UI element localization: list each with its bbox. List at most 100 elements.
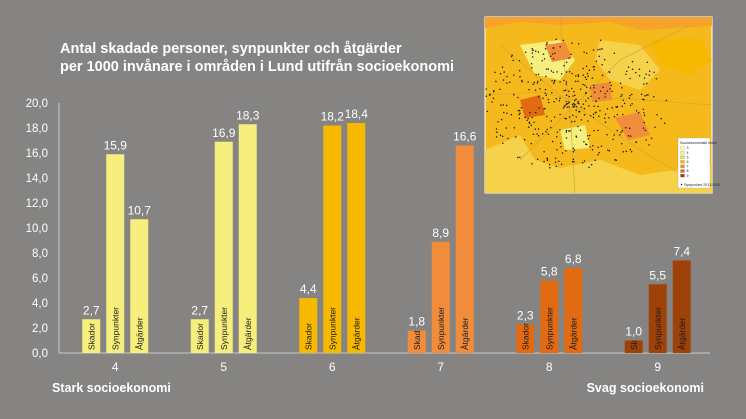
map-point	[549, 55, 552, 58]
map-point	[579, 88, 582, 90]
map-point	[589, 115, 592, 117]
map-point	[638, 74, 641, 77]
map-point	[650, 137, 653, 139]
map-legend-points-label: Synpunkter 2013-2019	[684, 183, 720, 187]
map-point	[642, 127, 645, 129]
map-point	[535, 74, 537, 76]
map-point	[660, 117, 662, 120]
map-point	[554, 52, 556, 54]
map-point	[544, 88, 547, 91]
bar-series-label: Synpunkter	[544, 307, 554, 350]
map-point	[518, 109, 521, 112]
map-point	[571, 72, 573, 75]
map-point	[531, 163, 533, 165]
map-point	[558, 160, 560, 162]
map-point	[665, 99, 668, 102]
map-point	[568, 101, 570, 103]
map-point	[559, 97, 561, 99]
map-point	[593, 105, 595, 107]
map-road	[499, 44, 701, 186]
map-points	[485, 38, 668, 169]
map-point	[626, 70, 628, 73]
map-point	[577, 80, 579, 83]
map-point	[642, 98, 644, 100]
map-point	[565, 137, 568, 139]
map-point	[533, 121, 535, 124]
map-point	[597, 154, 599, 156]
map-point	[628, 97, 631, 100]
map-point	[534, 50, 537, 52]
map-region	[590, 82, 612, 102]
map-legend-swatch	[680, 169, 685, 173]
bar-skador-5	[190, 319, 209, 353]
bar-åtgärder-4	[130, 219, 149, 353]
map-point	[629, 148, 632, 151]
map-point	[606, 108, 609, 110]
map-point	[587, 75, 589, 77]
map-point	[611, 107, 613, 109]
map-point	[599, 109, 601, 112]
bar-series-label: Synpunkter	[436, 307, 446, 350]
map-point	[538, 107, 540, 109]
map-point	[575, 106, 578, 108]
map-point	[577, 74, 579, 76]
map-point	[546, 158, 549, 160]
data-label: 5,8	[541, 265, 558, 279]
map-point	[645, 139, 647, 141]
map-point	[536, 133, 538, 135]
map-point	[609, 88, 611, 90]
map-legend-point-marker	[680, 183, 683, 186]
map-region	[615, 112, 650, 140]
bar-synpunkter-5	[214, 141, 233, 353]
map-point	[546, 159, 549, 161]
bar-series-label: Åtgärder	[568, 317, 578, 350]
map-point	[645, 73, 647, 75]
map-point	[631, 60, 634, 63]
map-point	[548, 101, 550, 104]
map-point	[555, 38, 557, 41]
map-point	[588, 166, 590, 169]
map-point	[588, 69, 591, 71]
map-point	[540, 79, 542, 81]
map-point	[485, 88, 487, 90]
data-label: 4,4	[300, 282, 317, 296]
map-point	[594, 112, 597, 114]
map-point	[548, 163, 551, 166]
map-legend-label: 3	[687, 146, 689, 150]
map-point	[547, 68, 550, 70]
map-point	[546, 42, 548, 44]
map-point	[530, 142, 533, 145]
map-point	[575, 109, 577, 111]
map-legend-label: 8	[687, 169, 689, 173]
map-point	[611, 90, 613, 93]
map-point	[550, 120, 553, 122]
map-point	[560, 146, 562, 148]
map-point	[565, 131, 568, 133]
map-point	[553, 116, 556, 118]
bar-synpunkter-7	[431, 241, 450, 353]
map-point	[559, 113, 561, 116]
map-point	[581, 161, 584, 164]
map-point	[521, 79, 523, 82]
map-point	[537, 80, 539, 83]
map-point	[519, 156, 521, 159]
map-point	[499, 88, 501, 91]
map-point	[621, 93, 623, 96]
map-road	[559, 17, 576, 193]
map-region	[595, 40, 660, 90]
map-point	[564, 117, 566, 120]
map-region	[545, 42, 572, 62]
map-point	[565, 149, 567, 152]
map-point	[625, 150, 628, 153]
map-point	[555, 97, 558, 100]
map-point	[647, 94, 649, 96]
bar-skador-4	[82, 319, 101, 353]
map-point	[575, 116, 577, 118]
map-point	[565, 83, 568, 85]
map-point	[597, 129, 599, 132]
map-point	[573, 161, 575, 163]
map-point	[532, 49, 534, 51]
map-point	[538, 96, 540, 98]
map-point	[492, 97, 495, 100]
